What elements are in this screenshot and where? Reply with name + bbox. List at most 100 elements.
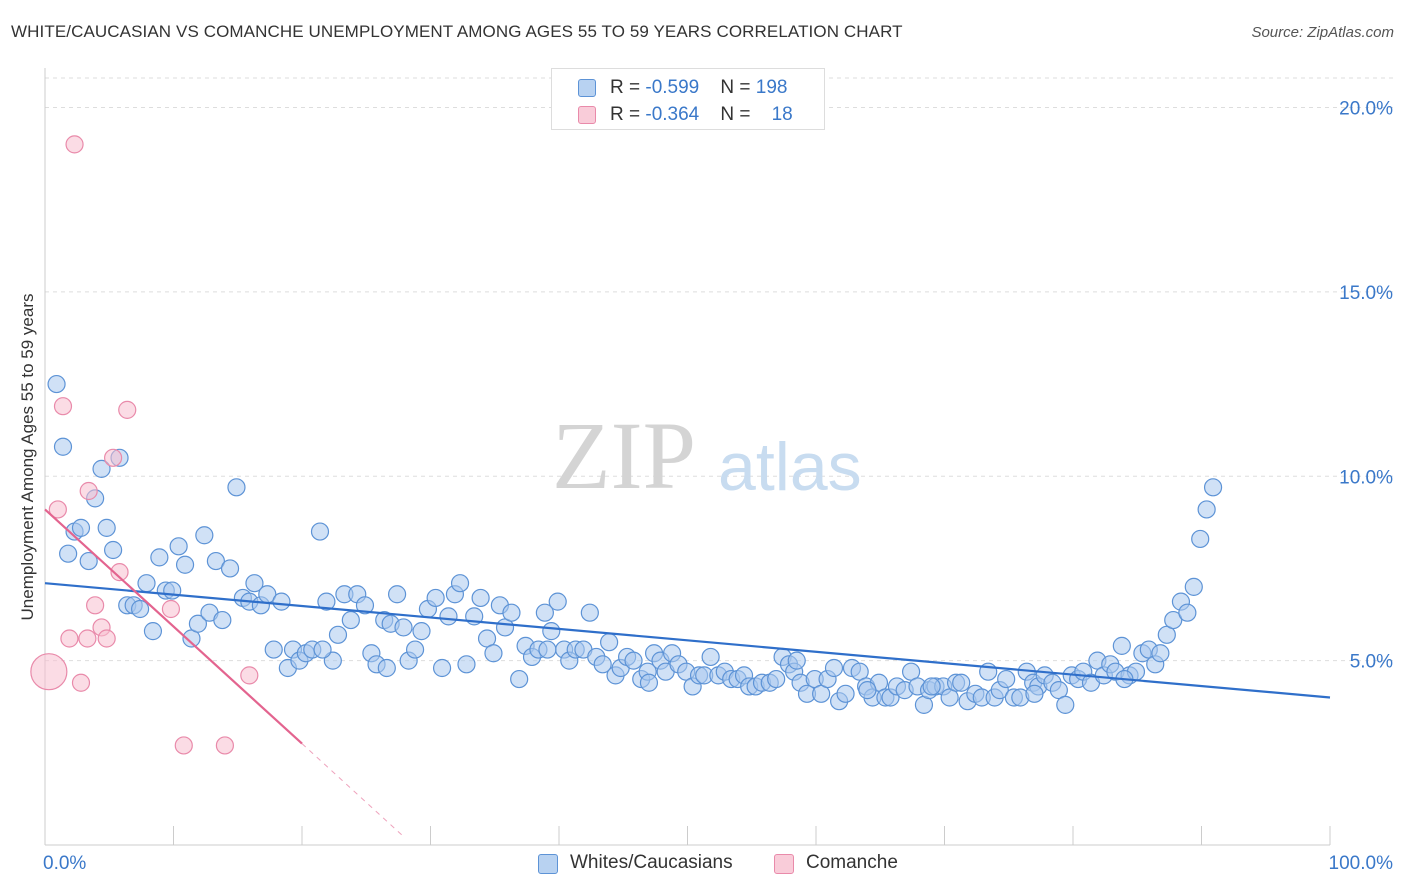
point-whites: [130, 599, 150, 619]
point-whites: [1203, 478, 1223, 497]
point-whites: [245, 574, 264, 593]
point-whites: [195, 526, 214, 545]
point-whites: [1184, 577, 1203, 596]
trend-line-comanche-extension: [301, 743, 406, 838]
point-whites: [1164, 610, 1183, 630]
point-whites: [624, 651, 643, 670]
trend-lines: [44, 508, 1331, 838]
point-whites: [639, 673, 659, 692]
point-whites: [264, 640, 283, 659]
point-comanche: [215, 736, 234, 755]
point-whites: [394, 618, 413, 637]
axes: [44, 68, 1331, 846]
point-whites: [53, 437, 73, 456]
point-whites: [412, 622, 431, 641]
source-label: Source: ZipAtlas.com: [1251, 24, 1394, 41]
point-whites: [922, 677, 941, 696]
point-whites: [450, 574, 470, 593]
legend-label: Whites/Caucasians: [570, 852, 733, 873]
point-whites: [1056, 695, 1075, 714]
point-whites: [150, 548, 169, 567]
watermark-zip: ZIP: [552, 402, 696, 509]
legend-swatch-blue: [538, 854, 558, 874]
point-whites: [97, 518, 116, 537]
y-axis-title: Unemployment Among Ages 55 to 59 years: [18, 293, 37, 621]
point-comanche: [78, 629, 97, 648]
point-whites: [355, 596, 375, 615]
legend-label: Comanche: [806, 852, 898, 873]
point-whites: [79, 551, 98, 571]
chart-title: WHITE/CAUCASIAN VS COMANCHE UNEMPLOYMENT…: [11, 22, 903, 41]
legend-text: R = -0.364 N = 18: [610, 104, 793, 125]
point-whites: [502, 603, 521, 622]
point-comanche: [118, 400, 137, 419]
point-comanche: [110, 563, 129, 582]
point-comanche: [48, 500, 67, 519]
point-whites: [701, 647, 720, 667]
point-whites: [188, 614, 208, 633]
point-whites: [535, 603, 554, 622]
point-whites: [767, 669, 786, 689]
point-comanche: [240, 666, 259, 685]
point-whites: [484, 644, 503, 663]
point-whites: [457, 655, 476, 674]
point-whites: [59, 544, 78, 563]
point-whites: [952, 673, 971, 692]
point-whites: [787, 651, 806, 670]
correlation-legend: R = -0.599 N = 198 R = -0.364 N = 18: [551, 68, 825, 130]
series-whites-caucasians: [47, 374, 1223, 714]
point-comanche: [97, 629, 116, 648]
point-whites: [137, 574, 156, 593]
series-comanche: [30, 135, 259, 755]
point-whites: [341, 610, 360, 630]
point-comanche: [161, 599, 181, 619]
legend-swatch-pink: [578, 106, 596, 124]
point-whites: [328, 625, 348, 644]
point-whites: [432, 658, 452, 678]
point-whites: [580, 603, 599, 622]
point-comanche: [30, 653, 68, 691]
point-comanche: [71, 673, 91, 692]
point-comanche: [65, 135, 84, 154]
point-whites: [593, 655, 612, 674]
point-whites: [206, 551, 226, 571]
point-whites: [1178, 603, 1197, 622]
point-whites: [426, 588, 445, 608]
point-comanche: [60, 629, 79, 648]
point-whites: [213, 610, 232, 630]
point-comanche: [86, 596, 105, 615]
point-whites: [163, 581, 182, 600]
y-tick-label: 5.0%: [1350, 652, 1393, 673]
legend-swatch-blue: [578, 79, 596, 97]
point-whites: [169, 537, 188, 556]
point-whites: [538, 640, 557, 659]
point-whites: [310, 522, 330, 541]
point-whites: [600, 633, 619, 652]
y-tick-label: 15.0%: [1339, 283, 1393, 304]
point-whites: [104, 540, 123, 560]
x-tick-label: 100.0%: [1329, 853, 1394, 874]
point-comanche: [174, 736, 193, 755]
point-whites: [997, 669, 1016, 689]
point-whites: [272, 592, 291, 611]
legend-swatch-pink: [774, 854, 794, 874]
point-whites: [1025, 684, 1044, 703]
point-whites: [1191, 529, 1210, 549]
tick-labels: 5.0% 10.0% 15.0% 20.0% 0.0% 100.0%: [43, 99, 1393, 875]
watermark-atlas: atlas: [718, 429, 862, 505]
legend-text: R = -0.599 N = 198: [610, 77, 788, 98]
point-whites: [92, 459, 111, 478]
point-whites: [47, 374, 66, 394]
point-whites: [317, 592, 336, 611]
y-tick-label: 20.0%: [1339, 99, 1393, 120]
point-whites: [377, 658, 396, 678]
point-whites: [548, 592, 567, 611]
point-comanche: [104, 448, 123, 467]
x-tick-label: 0.0%: [43, 853, 86, 874]
point-whites: [1197, 500, 1216, 519]
point-whites: [858, 681, 877, 700]
trend-line-whites: [44, 582, 1331, 699]
point-whites: [71, 518, 91, 537]
point-whites: [471, 588, 490, 608]
